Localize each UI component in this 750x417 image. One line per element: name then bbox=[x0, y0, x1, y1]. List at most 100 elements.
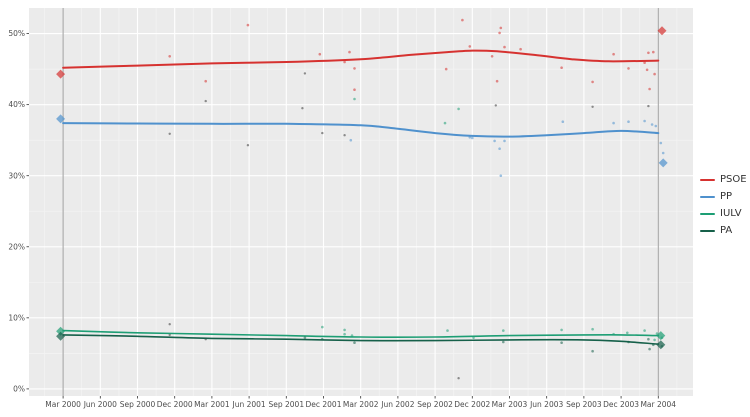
scatter-point-unlabeled bbox=[647, 104, 650, 108]
scatter-point-iulv bbox=[443, 121, 447, 125]
scatter-point-pa bbox=[648, 347, 651, 351]
election-result-diamond-pa bbox=[656, 340, 666, 350]
scatter-point-psoe bbox=[503, 45, 506, 49]
scatter-point-pa bbox=[560, 341, 563, 345]
y-tick-label: 10% bbox=[8, 313, 25, 322]
scatter-point-psoe bbox=[204, 79, 207, 83]
x-tick-label: Mar 2004 bbox=[640, 400, 676, 409]
scatter-point-psoe bbox=[490, 55, 494, 58]
election-result-diamond-pp bbox=[658, 158, 668, 168]
scatter-point-pa bbox=[321, 337, 324, 341]
scatter-point-psoe bbox=[343, 60, 346, 64]
election-result-diamond-psoe bbox=[657, 26, 667, 36]
scatter-point-pa bbox=[652, 343, 655, 347]
scatter-point-iulv bbox=[653, 338, 656, 342]
scatter-point-psoe bbox=[498, 31, 501, 35]
scatter-point-unlabeled bbox=[494, 104, 497, 107]
scatter-point-pp bbox=[349, 138, 353, 142]
scatter-point-pa bbox=[353, 341, 356, 345]
scatter-point-iulv bbox=[560, 328, 563, 332]
scatter-point-psoe bbox=[461, 18, 464, 22]
scatter-point-iulv bbox=[472, 336, 475, 340]
scatter-point-psoe bbox=[560, 66, 563, 69]
x-tick-label: Mar 2000 bbox=[45, 400, 81, 409]
scatter-point-pp bbox=[561, 120, 565, 123]
scatter-point-psoe bbox=[318, 52, 322, 56]
scatter-point-pp bbox=[661, 151, 665, 155]
x-tick-label: Dec 2000 bbox=[157, 400, 193, 409]
scatter-point-psoe bbox=[353, 88, 356, 91]
scatter-point-psoe bbox=[348, 50, 351, 54]
x-tick-label: Dec 2003 bbox=[603, 400, 639, 409]
scatter-point-iulv bbox=[626, 331, 629, 335]
scatter-point-pa bbox=[647, 337, 650, 341]
scatter-point-psoe bbox=[643, 61, 646, 64]
legend-label-pa: PA bbox=[720, 224, 733, 236]
scatter-point-psoe bbox=[627, 67, 630, 70]
scatter-point-unlabeled bbox=[204, 99, 207, 103]
scatter-point-pp bbox=[493, 139, 496, 143]
y-tick-label: 40% bbox=[8, 100, 25, 109]
scatter-point-iulv bbox=[643, 329, 646, 332]
scatter-point-pp bbox=[468, 136, 472, 139]
x-tick-label: Dec 2002 bbox=[454, 400, 490, 409]
scatter-point-psoe bbox=[591, 80, 594, 84]
scatter-point-unlabeled bbox=[343, 134, 346, 137]
scatter-point-iulv bbox=[343, 332, 346, 336]
election-result-diamond-iulv bbox=[656, 331, 666, 341]
scatter-point-psoe bbox=[519, 47, 522, 51]
scatter-point-pa bbox=[591, 349, 594, 353]
scatter-point-pa bbox=[627, 340, 630, 344]
legend-item-iulv: IULV bbox=[700, 205, 747, 222]
legend-item-pa: PA bbox=[700, 222, 747, 239]
scatter-point-iulv bbox=[612, 332, 615, 336]
x-tick-label: Jun 2001 bbox=[231, 400, 265, 409]
scatter-point-pp bbox=[627, 120, 630, 123]
scatter-point-pp bbox=[471, 136, 474, 140]
legend-line-swatch-pp bbox=[700, 195, 715, 198]
scatter-point-unlabeled bbox=[301, 107, 304, 110]
scatter-point-pp bbox=[498, 147, 501, 150]
trend-line-iulv bbox=[62, 329, 660, 339]
scatter-point-psoe bbox=[645, 68, 649, 72]
scatter-point-pp bbox=[650, 123, 654, 126]
legend-line-swatch-pa bbox=[700, 229, 715, 232]
scatter-point-unlabeled bbox=[168, 323, 171, 326]
scatter-point-pp bbox=[612, 121, 615, 125]
legend-line-swatch-iulv bbox=[700, 212, 715, 215]
election-result-diamond-psoe bbox=[56, 69, 66, 79]
trend-line-pp bbox=[62, 122, 660, 138]
scatter-point-iulv bbox=[321, 325, 324, 329]
scatter-point-psoe bbox=[612, 52, 615, 56]
x-tick-label: Mar 2002 bbox=[343, 400, 379, 409]
scatter-point-pp bbox=[643, 119, 646, 123]
x-tick-label: Dec 2001 bbox=[305, 400, 341, 409]
scatter-point-unlabeled bbox=[246, 144, 250, 147]
x-tick-label: Jun 2002 bbox=[380, 400, 414, 409]
scatter-point-iulv bbox=[457, 107, 460, 111]
x-tick-label: Sep 2002 bbox=[417, 400, 453, 409]
scatter-point-pp bbox=[654, 124, 658, 128]
scatter-point-psoe bbox=[168, 55, 171, 58]
scatter-point-unlabeled bbox=[591, 105, 594, 109]
election-result-diamond-pp bbox=[56, 114, 66, 124]
x-tick-label: Sep 2000 bbox=[120, 400, 156, 409]
x-tick-label: Jun 2003 bbox=[529, 400, 563, 409]
y-tick-label: 50% bbox=[8, 29, 25, 38]
scatter-point-iulv bbox=[350, 334, 354, 337]
scatter-point-psoe bbox=[647, 51, 650, 55]
scatter-point-psoe bbox=[652, 50, 655, 54]
scatter-point-pa bbox=[502, 340, 505, 344]
scatter-point-iulv bbox=[591, 327, 594, 331]
y-tick-label: 20% bbox=[8, 242, 25, 251]
scatter-point-pp bbox=[659, 141, 663, 145]
scatter-point-iulv bbox=[655, 332, 659, 335]
scatter-point-unlabeled bbox=[168, 132, 171, 135]
legend-label-iulv: IULV bbox=[720, 207, 742, 219]
scatter-point-psoe bbox=[353, 67, 356, 70]
election-result-diamond-iulv bbox=[56, 326, 66, 336]
legend-item-pp: PP bbox=[700, 188, 747, 205]
x-tick-label: Sep 2001 bbox=[268, 400, 304, 409]
